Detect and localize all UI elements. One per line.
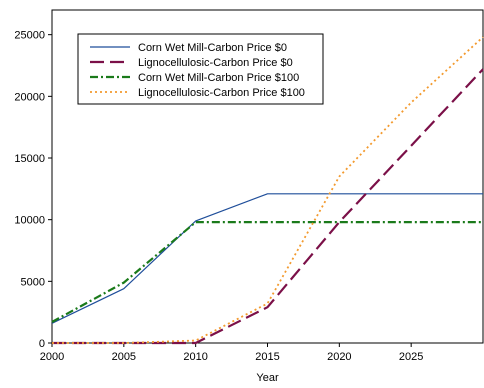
x-axis-title: Year: [256, 372, 279, 384]
legend: Corn Wet Mill-Carbon Price $0 Lignocellul…: [77, 33, 324, 105]
legend-label-2: Lignocellulosic-Carbon Price $0: [138, 57, 293, 69]
axes: 0 5000 10000 15000 20000 25000 2000 2005 2010 201…: [14, 9, 484, 363]
series-line-1: [51, 193, 483, 324]
x-tick-label: 2020: [327, 351, 351, 363]
x-tick-label: 2015: [255, 351, 279, 363]
y-tick-label: 5000: [21, 276, 45, 288]
y-tick-label: 20000: [14, 91, 45, 103]
x-tick-label: 2025: [399, 351, 423, 363]
x-tick-label: 2010: [183, 351, 207, 363]
x-tick-label: 2000: [40, 351, 64, 363]
series-line-4: [52, 36, 484, 344]
legend-label-1: Corn Wet Mill-Carbon Price $0: [138, 42, 287, 54]
y-tick-label: 10000: [14, 215, 45, 227]
series-layer: [51, 36, 484, 345]
series-line-3: [51, 221, 483, 323]
legend-label-4: Lignocellulosic-Carbon Price $100: [138, 87, 305, 99]
y-tick-label: 0: [39, 338, 45, 350]
legend-label-3: Corn Wet Mill-Carbon Price $100: [138, 72, 299, 84]
y-tick-label: 15000: [14, 153, 45, 165]
y-tick-label: 25000: [14, 30, 45, 42]
x-tick-label: 2005: [112, 351, 136, 363]
legend-box: [77, 33, 324, 105]
